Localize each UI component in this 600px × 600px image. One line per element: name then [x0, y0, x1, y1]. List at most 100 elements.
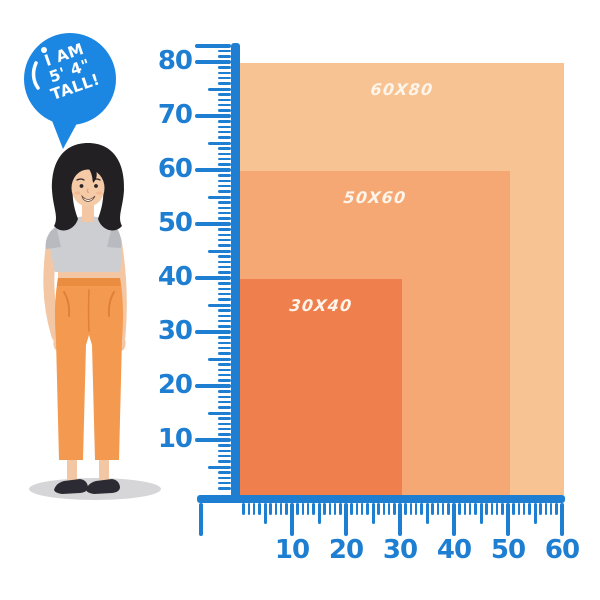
tick-y — [218, 271, 231, 274]
tick-x — [539, 503, 542, 515]
tick-x — [366, 503, 369, 515]
left-eyebrow — [76, 178, 85, 181]
tick-y — [218, 125, 231, 129]
major-tick-y-40 — [195, 276, 231, 280]
x-axis-label-20: 20 — [328, 535, 364, 565]
tick-y — [218, 346, 231, 350]
major-tick-x-40 — [452, 503, 456, 536]
tick-x — [441, 503, 445, 515]
tick-y — [218, 233, 231, 237]
tick-x — [544, 503, 548, 515]
major-tick-y-60 — [195, 168, 231, 172]
bangs — [70, 151, 107, 183]
size-rect-label: 60X80 — [369, 80, 435, 99]
tick-y — [218, 379, 231, 382]
tick-y — [218, 422, 231, 426]
left-shoe — [54, 479, 88, 494]
tick-y — [208, 411, 231, 415]
tick-x — [512, 503, 515, 515]
tick-y — [218, 184, 231, 188]
tick-y — [218, 136, 231, 139]
tick-y — [208, 303, 231, 307]
tick-x — [393, 503, 396, 515]
tick-x — [495, 503, 499, 515]
tick-y — [218, 298, 231, 301]
tick-x — [382, 503, 386, 515]
tick-y — [218, 471, 231, 474]
tick-y — [218, 481, 231, 485]
tick-y — [218, 120, 231, 123]
right-sleeve — [107, 228, 122, 248]
tick-y — [218, 314, 231, 318]
major-tick-x-20 — [344, 503, 348, 536]
tick-y — [208, 465, 231, 469]
major-tick-x-10 — [290, 503, 294, 536]
tick-y — [218, 201, 231, 204]
tick-y — [218, 152, 231, 156]
x-axis-label-50: 50 — [490, 535, 526, 565]
tick-y — [208, 87, 231, 91]
tick-x — [404, 503, 407, 515]
tick-y — [218, 190, 231, 193]
tick-y — [218, 449, 231, 453]
tick-x — [409, 503, 413, 515]
tick-y — [218, 147, 231, 150]
tick-x — [247, 503, 251, 515]
tick-y — [218, 49, 231, 53]
tick-y — [218, 55, 231, 58]
x-axis-label-60: 60 — [544, 535, 580, 565]
tick-y — [218, 325, 231, 328]
tick-y — [208, 195, 231, 199]
left-pocket-line — [63, 291, 71, 317]
y-axis-label-30: 30 — [157, 316, 193, 346]
shirt — [49, 216, 122, 272]
tick-y — [218, 211, 231, 215]
tick-x — [252, 503, 256, 515]
bubble-highlight — [31, 61, 40, 90]
major-tick-y-10 — [195, 438, 231, 442]
major-tick-y-50 — [195, 222, 231, 226]
y-axis-label-70: 70 — [157, 100, 193, 130]
tick-y — [208, 249, 231, 253]
tick-x — [355, 503, 359, 515]
left-sleeve — [45, 227, 61, 249]
y-axis-label-10: 10 — [157, 424, 193, 454]
tick-y — [218, 476, 231, 480]
tick-y — [218, 130, 231, 134]
x-axis-label-40: 40 — [436, 535, 472, 565]
tick-x — [333, 503, 337, 515]
tick-x — [258, 503, 261, 515]
major-tick-x-30 — [398, 503, 402, 536]
tick-y — [218, 66, 231, 69]
tick-y — [218, 255, 231, 258]
tick-x — [420, 503, 423, 515]
tick-y — [218, 109, 231, 112]
tick-x — [323, 503, 326, 515]
right-pocket-line — [107, 291, 115, 317]
right-shoe — [86, 479, 120, 494]
tick-y — [218, 395, 231, 399]
size-rect-label: 30X40 — [288, 296, 354, 315]
tick-y — [218, 368, 231, 372]
tick-x — [463, 503, 467, 515]
tick-y — [218, 76, 231, 80]
tick-x — [317, 503, 321, 524]
tick-x — [360, 503, 364, 515]
tick-y — [218, 157, 231, 161]
tick-x — [447, 503, 450, 515]
right-eye — [94, 184, 98, 188]
tick-x — [501, 503, 504, 515]
tick-x — [306, 503, 310, 515]
tick-y — [218, 487, 231, 490]
bubble-highlight-dot — [41, 47, 47, 53]
left-eye — [79, 184, 84, 188]
tick-x — [242, 503, 245, 515]
nose — [86, 188, 90, 194]
right-ankle — [99, 448, 109, 484]
tick-x — [490, 503, 494, 515]
tick-x — [371, 503, 375, 524]
tick-y — [218, 206, 231, 210]
tick-y — [218, 427, 231, 431]
tick-y — [218, 174, 231, 177]
